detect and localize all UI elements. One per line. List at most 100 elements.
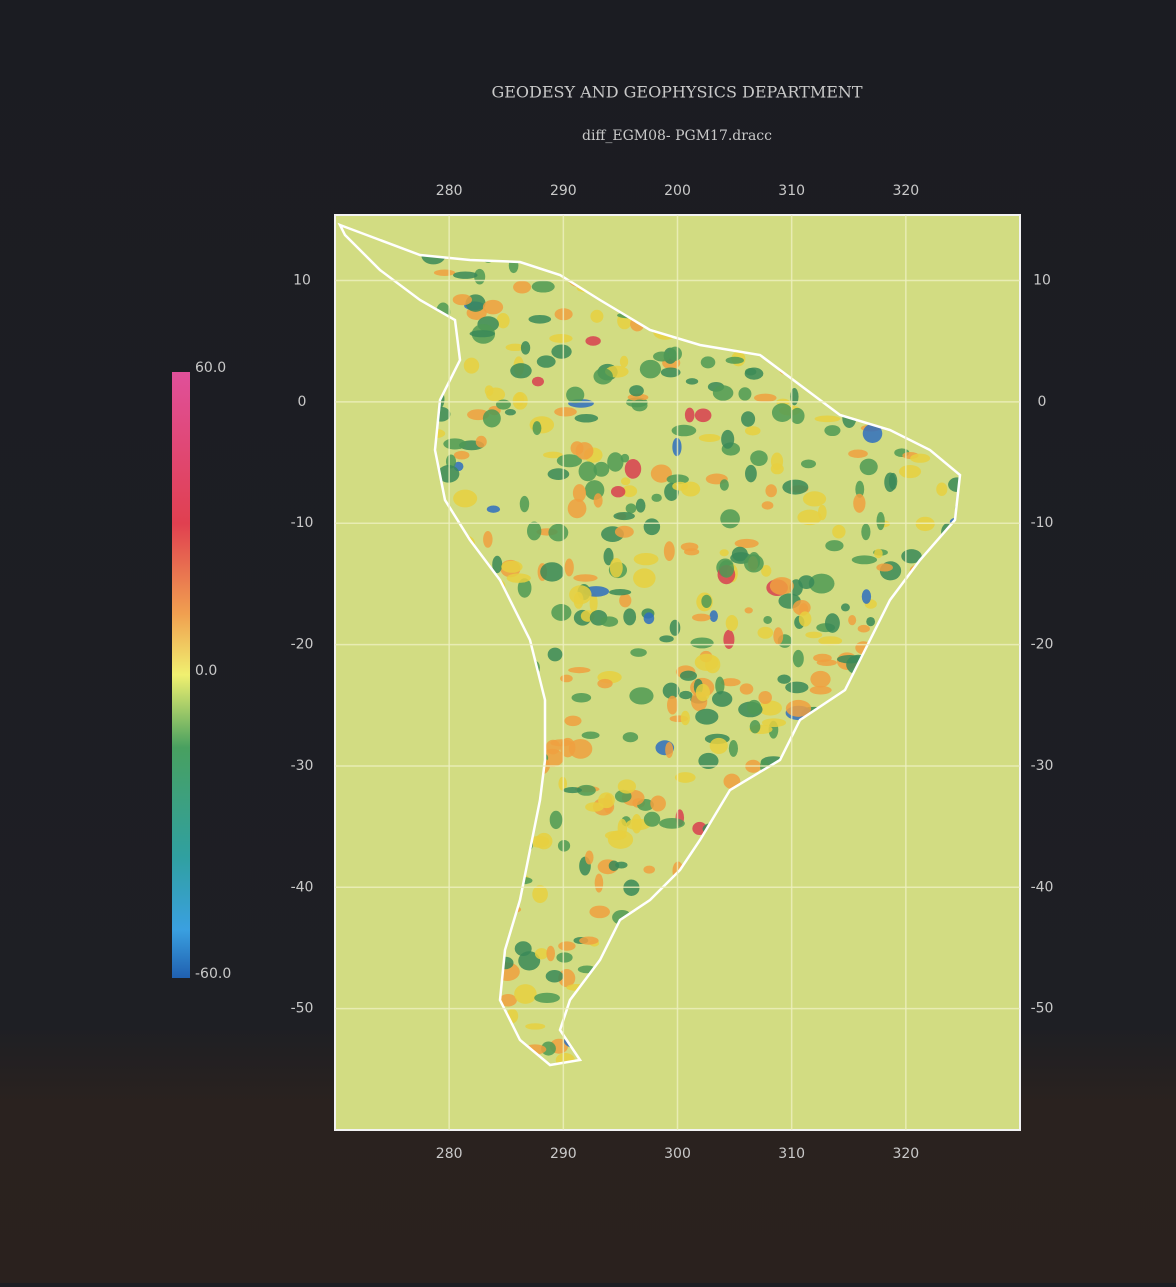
anomaly-blob	[572, 693, 592, 702]
anomaly-blob	[643, 866, 655, 874]
anomaly-blob	[613, 512, 634, 520]
anomaly-blob	[667, 696, 678, 715]
anomaly-blob	[866, 617, 875, 626]
y-tick-label: 0	[298, 394, 307, 410]
anomaly-blob	[832, 525, 845, 539]
anomaly-blob	[623, 732, 638, 742]
anomaly-blob	[813, 654, 832, 662]
anomaly-blob	[453, 271, 478, 278]
anomaly-blob	[720, 509, 740, 528]
anomaly-blob	[899, 465, 921, 478]
anomaly-blob	[535, 833, 552, 849]
anomaly-blob	[862, 589, 871, 604]
anomaly-blob	[585, 851, 593, 865]
anomaly-blob	[664, 541, 675, 561]
anomaly-blob	[618, 819, 627, 837]
anomaly-blob	[579, 462, 597, 482]
anomaly-blob	[713, 385, 734, 400]
anomaly-blob	[701, 356, 716, 368]
colorbar-label: -60.0	[195, 966, 231, 982]
anomaly-blob	[585, 336, 600, 346]
anomaly-blob	[720, 479, 729, 490]
anomaly-blob	[548, 524, 568, 541]
anomaly-blob	[625, 459, 641, 479]
anomaly-blob	[740, 683, 754, 694]
anomaly-blob	[598, 792, 615, 808]
anomaly-blob	[505, 409, 516, 415]
anomaly-blob	[595, 874, 604, 893]
anomaly-blob	[576, 442, 594, 460]
x-tick-label-top: 200	[664, 183, 691, 199]
anomaly-blob	[566, 387, 584, 404]
anomaly-blob	[754, 394, 777, 402]
anomaly-blob	[600, 616, 618, 626]
anomaly-blob	[513, 281, 531, 294]
anomaly-blob	[569, 585, 591, 604]
anomaly-blob	[841, 603, 850, 611]
anomaly-blob	[853, 494, 865, 513]
x-tick-label: 290	[550, 1146, 577, 1162]
anomaly-blob	[476, 436, 487, 448]
anomaly-blob	[515, 392, 524, 406]
anomaly-blob	[720, 549, 729, 556]
anomaly-blob	[824, 425, 840, 436]
y-tick-label: -40	[291, 879, 314, 895]
anomaly-blob	[634, 553, 659, 565]
anomaly-blob	[758, 627, 774, 639]
anomaly-blob	[549, 334, 572, 343]
anomaly-blob	[563, 787, 582, 793]
anomaly-blob	[470, 330, 495, 337]
anomaly-blob	[672, 482, 688, 491]
anomaly-blob	[453, 294, 472, 305]
anomaly-blob	[483, 531, 492, 548]
anomaly-blob	[443, 438, 466, 449]
anomaly-blob	[651, 494, 661, 502]
anomaly-blob	[633, 568, 656, 588]
anomaly-blob	[810, 671, 830, 688]
anomaly-blob	[771, 463, 784, 474]
anomaly-blob	[629, 687, 653, 704]
anomaly-blob	[848, 450, 868, 458]
anomaly-blob	[684, 548, 699, 555]
anomaly-blob	[560, 675, 573, 683]
anomaly-blob	[763, 616, 772, 624]
anomaly-blob	[483, 300, 503, 315]
y-tick-label: -20	[291, 637, 314, 653]
anomaly-blob	[589, 906, 610, 919]
anomaly-blob	[695, 654, 719, 671]
anomaly-blob	[668, 347, 681, 361]
anomaly-blob	[936, 483, 947, 496]
colorbar-label: 60.0	[195, 360, 226, 376]
anomaly-blob	[680, 671, 697, 681]
anomaly-blob	[745, 607, 753, 613]
anomaly-blob	[520, 496, 529, 512]
anomaly-blob	[650, 796, 666, 812]
anomaly-blob	[910, 454, 930, 463]
anomaly-blob	[507, 573, 531, 583]
anomaly-blob	[785, 682, 808, 694]
anomaly-blob	[815, 415, 841, 422]
anomaly-blob	[630, 648, 647, 657]
anomaly-blob	[672, 425, 697, 437]
anomaly-blob	[453, 490, 477, 508]
anomaly-blob	[632, 814, 642, 833]
y-tick-label-right: -20	[1031, 637, 1054, 653]
anomaly-blob	[640, 360, 661, 379]
anomaly-blob	[528, 315, 551, 324]
x-tick-label: 280	[436, 1146, 463, 1162]
anomaly-blob	[852, 555, 877, 564]
anomaly-blob	[710, 610, 718, 622]
anomaly-blob	[726, 357, 744, 364]
anomaly-blob	[620, 356, 628, 368]
anomaly-blob	[573, 574, 597, 582]
x-tick-label: 320	[892, 1146, 919, 1162]
anomaly-blob	[525, 1023, 545, 1029]
anomaly-blob	[799, 611, 812, 626]
anomaly-blob	[750, 450, 768, 466]
y-tick-label: 10	[293, 273, 311, 289]
anomaly-blob	[548, 468, 570, 480]
anomaly-blob	[597, 679, 612, 688]
anomaly-blob	[695, 408, 712, 422]
y-tick-label: -30	[291, 758, 314, 774]
anomaly-blob	[551, 604, 571, 621]
